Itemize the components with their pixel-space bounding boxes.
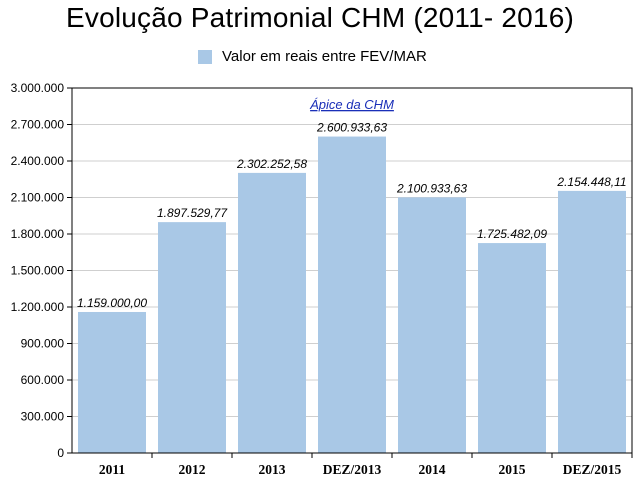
data-label: 2.100.933,63 <box>396 181 467 195</box>
bar <box>398 197 466 453</box>
x-tick-label: DEZ/2013 <box>323 462 382 477</box>
bar <box>158 222 226 453</box>
data-label: 1.159.000,00 <box>77 296 147 310</box>
legend-label: Valor em reais entre FEV/MAR <box>222 48 427 65</box>
bar <box>318 136 386 453</box>
labels: 0 300.000 600.000 900.000 1.200.000 1.500.000… <box>11 81 627 477</box>
y-tick-label: 900.000 <box>21 337 65 351</box>
legend: Valor em reais entre FEV/MAR <box>198 48 427 65</box>
annotation-label: Ápice da CHM <box>309 97 394 112</box>
data-label: 2.154.448,11 <box>556 175 626 189</box>
y-tick-label: 1.800.000 <box>11 227 65 241</box>
axes <box>67 87 633 458</box>
data-label: 1.897.529,77 <box>157 206 228 220</box>
y-tick-label: 2.700.000 <box>11 118 65 132</box>
y-tick-label: 2.100.000 <box>11 191 65 205</box>
bars <box>78 136 626 453</box>
bar <box>558 190 626 453</box>
y-tick-label: 3.000.000 <box>11 81 65 95</box>
y-tick-label: 600.000 <box>21 373 65 387</box>
bar <box>478 243 546 453</box>
y-tick-label: 1.200.000 <box>11 300 65 314</box>
x-tick-label: 2011 <box>99 462 126 477</box>
y-tick-label: 2.400.000 <box>11 154 65 168</box>
data-label: 1.725.482,09 <box>477 227 547 241</box>
x-tick-label: 2014 <box>419 462 446 477</box>
x-tick-label: 2012 <box>179 462 206 477</box>
plot-frame <box>71 87 633 454</box>
data-label: 2.302.252,58 <box>236 157 307 171</box>
bar <box>238 172 306 453</box>
x-tick-label: DEZ/2015 <box>563 462 622 477</box>
y-tick-label: 1.500.000 <box>11 264 65 278</box>
y-tick-label: 300.000 <box>21 410 65 424</box>
data-label: 2.600.933,63 <box>316 121 387 135</box>
legend-swatch <box>198 49 212 64</box>
chart-title: Evolução Patrimonial CHM (2011- 2016) <box>66 2 574 33</box>
bar <box>78 311 146 453</box>
x-tick-label: 2015 <box>499 462 526 477</box>
y-tick-label: 0 <box>57 446 64 460</box>
x-tick-label: 2013 <box>259 462 286 477</box>
